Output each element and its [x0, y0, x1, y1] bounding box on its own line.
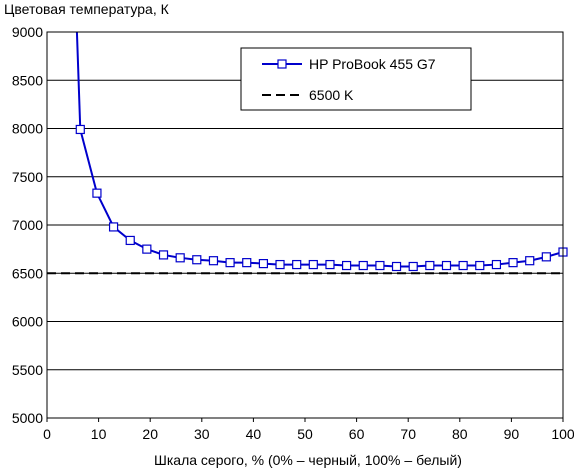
data-point: [358, 260, 368, 271]
y-tick-label: 5000: [12, 410, 43, 426]
data-point: [108, 222, 119, 232]
data-point: [208, 256, 219, 266]
data-point: [475, 260, 485, 271]
x-tick-label: 30: [194, 426, 210, 442]
x-tick-label: 40: [246, 426, 262, 442]
data-point: [408, 261, 418, 272]
legend-box: [240, 47, 472, 111]
x-axis-title: Шкала серого, % (0% – черный, 100% – бел…: [154, 452, 462, 468]
data-point: [525, 256, 535, 266]
data-point: [508, 258, 518, 268]
x-tick-label: 0: [43, 426, 51, 442]
data-point: [391, 261, 402, 272]
x-tick-label: 10: [91, 426, 107, 442]
legend: HP ProBook 455 G7 6500 K: [240, 47, 472, 111]
x-tick-label: 90: [504, 426, 520, 442]
data-point: [425, 260, 435, 271]
data-point: [308, 259, 318, 270]
y-tick-label: 7500: [12, 169, 43, 185]
x-tick-label: 100: [551, 426, 574, 442]
plot-area-frame: [46, 31, 564, 419]
data-point: [92, 188, 102, 198]
x-tick-label: 50: [297, 426, 313, 442]
data-point: [225, 258, 235, 268]
y-tick-label: 6000: [12, 314, 43, 330]
y-tick-label: 6500: [12, 265, 43, 281]
data-point: [75, 124, 85, 135]
y-tick-label: 5500: [12, 362, 43, 378]
data-point: [541, 252, 551, 262]
legend-marker-main: [277, 59, 287, 69]
data-point: [325, 259, 335, 270]
data-point: [375, 260, 385, 271]
x-tick-label: 70: [400, 426, 416, 442]
x-tick-label: 80: [452, 426, 468, 442]
x-tick-label: 60: [349, 426, 365, 442]
y-tick-labels: 5000 5500 6000 6500 7000 7500 8000 8500 9000: [12, 24, 43, 426]
data-point: [341, 260, 352, 271]
y-tick-label: 9000: [12, 24, 43, 40]
x-tick-labels: 0 10 20 30 40 50 60 70 80 90 100: [43, 418, 574, 442]
legend-label-reference: 6500 K: [309, 87, 354, 103]
grid-lines: [47, 79, 563, 371]
data-point: [192, 255, 202, 265]
data-point: [142, 244, 152, 254]
data-point: [275, 259, 285, 270]
data-point: [125, 235, 135, 246]
data-point: [175, 253, 185, 263]
data-point: [441, 260, 452, 271]
legend-label-main: HP ProBook 455 G7: [309, 56, 436, 72]
y-tick-label: 7000: [12, 217, 43, 233]
data-point: [158, 250, 169, 260]
data-point: [242, 258, 252, 268]
data-point: [292, 259, 302, 270]
x-tick-label: 20: [142, 426, 158, 442]
y-tick-label: 8000: [12, 121, 43, 137]
y-axis-title: Цветовая температура, К: [4, 1, 170, 17]
y-tick-label: 8500: [12, 72, 43, 88]
data-point: [491, 259, 502, 270]
data-point: [258, 259, 269, 269]
data-point: [458, 260, 468, 271]
